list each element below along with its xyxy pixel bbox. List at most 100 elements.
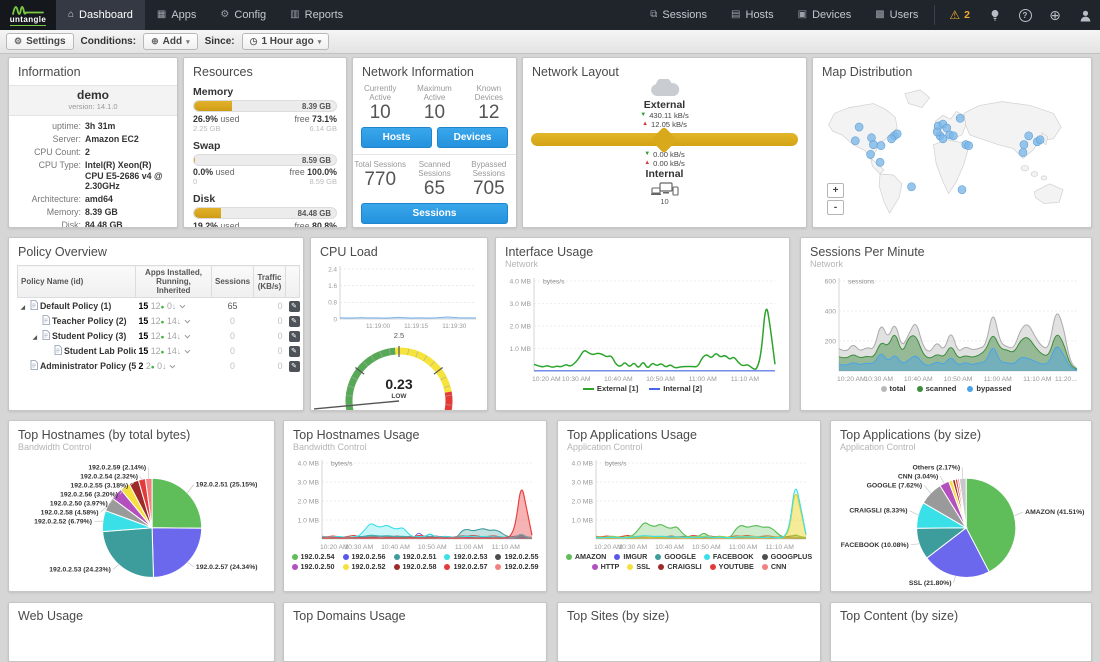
legend-item[interactable]: total	[881, 384, 906, 393]
map-marker[interactable]	[855, 123, 863, 131]
nav-users[interactable]: ▩Users	[863, 0, 930, 30]
map-marker[interactable]	[869, 141, 877, 149]
policy-row[interactable]: Student Lab Policy (4)15 12● 14↓00✎	[18, 343, 300, 358]
legend-item[interactable]: FACEBOOK	[704, 552, 754, 561]
map-marker[interactable]	[908, 183, 916, 191]
interface-usage-chart: 1.0 MB2.0 MB3.0 MB4.0 MBbytes/s10:20 AM1…	[502, 272, 783, 384]
legend-item[interactable]: 192.0.2.54	[292, 552, 335, 561]
map-marker[interactable]	[933, 128, 941, 136]
pie-slice[interactable]	[152, 528, 202, 578]
notifications-bulb-button[interactable]	[980, 0, 1010, 30]
legend-item[interactable]: 192.0.2.57	[444, 562, 487, 571]
meter-fill	[194, 101, 232, 111]
map-zoom-out-button[interactable]: -	[827, 200, 844, 215]
map-marker[interactable]	[888, 135, 896, 143]
legend-item[interactable]: 192.0.2.50	[292, 562, 335, 571]
nav-devices[interactable]: ▣Devices	[786, 0, 864, 30]
legend-item[interactable]: 192.0.2.56	[343, 552, 386, 561]
map-marker[interactable]	[1019, 148, 1027, 156]
alerts-button[interactable]: ⚠ 2	[939, 0, 980, 30]
nav-dashboard[interactable]: ⌂Dashboard	[56, 0, 145, 30]
legend-item[interactable]: 192.0.2.58	[394, 562, 437, 571]
global-button[interactable]: ⊕	[1040, 0, 1070, 30]
sessions-button[interactable]: Sessions	[361, 203, 508, 224]
map-marker[interactable]	[1036, 136, 1044, 144]
nav-apps[interactable]: ▦Apps	[145, 0, 209, 30]
legend-item[interactable]: AMAZON	[566, 552, 607, 561]
firewall-bar[interactable]	[531, 133, 797, 146]
stat: Known Devices12	[462, 84, 516, 124]
edit-policy-button[interactable]: ✎	[289, 301, 300, 312]
untangle-logo[interactable]: untangle	[0, 0, 56, 30]
legend-item[interactable]: YOUTUBE	[710, 562, 754, 571]
map-zoom-in-button[interactable]: +	[827, 183, 844, 198]
map-marker[interactable]	[965, 142, 973, 150]
policy-traffic: 0	[254, 328, 286, 343]
hosts-button[interactable]: Hosts	[361, 127, 432, 148]
map-marker[interactable]	[956, 114, 964, 122]
edit-policy-button[interactable]: ✎	[289, 361, 300, 372]
legend-item[interactable]: 192.0.2.59	[495, 562, 538, 571]
legend-item[interactable]: IMGUR	[614, 552, 647, 561]
chevron-down-icon[interactable]	[184, 347, 190, 353]
edit-policy-button[interactable]: ✎	[289, 346, 300, 357]
nav-config[interactable]: ⚙Config	[208, 0, 278, 30]
map-marker[interactable]	[1025, 132, 1033, 140]
settings-button[interactable]: ⚙Settings	[6, 33, 74, 50]
tree-expand-icon[interactable]: ◢	[21, 304, 30, 311]
policy-row[interactable]: Teacher Policy (2)15 12● 14↓00✎	[18, 313, 300, 328]
help-button[interactable]: ?	[1010, 0, 1040, 30]
map-marker[interactable]	[949, 132, 957, 140]
chevron-down-icon[interactable]	[179, 302, 185, 308]
policy-row[interactable]: ◢ Student Policy (3)15 12● 14↓00✎	[18, 328, 300, 343]
chevron-down-icon[interactable]	[170, 362, 176, 368]
legend-item[interactable]: Internal [2]	[649, 384, 702, 393]
chevron-down-icon[interactable]	[184, 317, 190, 323]
edit-policy-button[interactable]: ✎	[289, 331, 300, 342]
legend-item[interactable]: scanned	[917, 384, 957, 393]
widget-subtitle: Bandwidth Control	[9, 442, 274, 453]
account-button[interactable]	[1070, 0, 1100, 30]
map-marker[interactable]	[877, 142, 885, 150]
add-condition-button[interactable]: ⊕Add▾	[143, 33, 198, 50]
meter-total: 8.59 GB	[302, 155, 331, 166]
column-header[interactable]: Traffic(KB/s)	[254, 266, 286, 298]
map-marker[interactable]	[876, 158, 884, 166]
chevron-down-icon[interactable]	[184, 332, 190, 338]
nav-sessions[interactable]: ⧉Sessions	[638, 0, 719, 30]
column-header[interactable]	[286, 266, 300, 298]
map-marker[interactable]	[1020, 141, 1028, 149]
map-marker[interactable]	[851, 137, 859, 145]
since-select[interactable]: ◷1 Hour ago▾	[242, 33, 330, 50]
legend-item[interactable]: bypassed	[967, 384, 1011, 393]
legend-item[interactable]: External [1]	[583, 384, 638, 393]
map-marker[interactable]	[939, 135, 947, 143]
legend-item[interactable]: GOOGPLUS	[762, 552, 813, 561]
information-widget: Information demo version: 14.1.0 uptime:…	[8, 57, 178, 228]
legend-item[interactable]: 192.0.2.52	[343, 562, 386, 571]
legend-item[interactable]: GOOGLE	[655, 552, 696, 561]
column-header[interactable]: Apps Installed,Running, Inherited	[136, 266, 212, 298]
nav-hosts[interactable]: ▤Hosts	[719, 0, 786, 30]
column-header[interactable]: Policy Name (id)	[18, 266, 136, 298]
map-marker[interactable]	[867, 150, 875, 158]
column-header[interactable]: Sessions	[212, 266, 254, 298]
legend-item[interactable]: 192.0.2.55	[495, 552, 538, 561]
pie-slice[interactable]	[152, 478, 202, 528]
tree-expand-icon[interactable]: ◢	[33, 334, 42, 341]
legend-item[interactable]: 192.0.2.51	[394, 552, 437, 561]
policy-row[interactable]: Administrator Policy (5)2 2● 0↓00✎	[18, 358, 300, 373]
top-hostnames-pie-svg: 192.0.2.51 (25.15%)192.0.2.57 (24.34%)19…	[9, 453, 274, 589]
cpu-load-chart: 00.81.62.411:19:0011:19:1511:19:30	[316, 261, 482, 331]
legend-item[interactable]: 192.0.2.53	[444, 552, 487, 561]
map-marker[interactable]	[958, 186, 966, 194]
legend-item[interactable]: CRAIGSLI	[658, 562, 701, 571]
policy-row[interactable]: ◢ Default Policy (1)15 12● 0↓650✎	[18, 298, 300, 314]
legend-item[interactable]: SSL	[627, 562, 650, 571]
legend-item[interactable]: HTTP	[592, 562, 620, 571]
legend-item[interactable]: CNN	[762, 562, 787, 571]
legend-swatch	[655, 554, 661, 560]
nav-reports[interactable]: ▥Reports	[278, 0, 355, 30]
edit-policy-button[interactable]: ✎	[289, 316, 300, 327]
devices-button[interactable]: Devices	[437, 127, 508, 148]
